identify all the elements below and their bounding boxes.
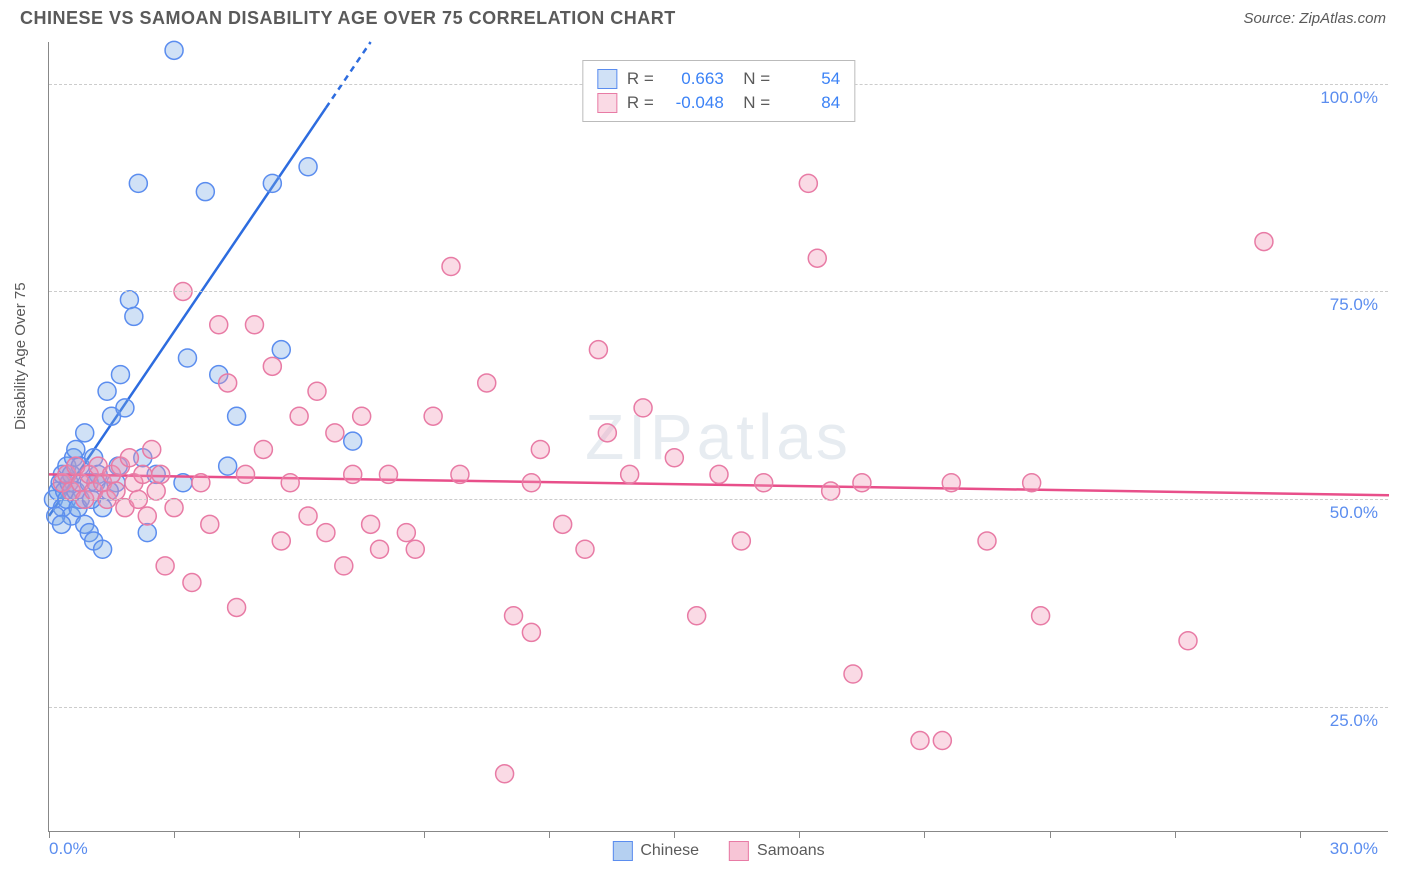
x-tick bbox=[924, 831, 925, 838]
legend-item-chinese: Chinese bbox=[612, 841, 699, 861]
y-tick-label: 25.0% bbox=[1330, 711, 1378, 731]
x-tick bbox=[299, 831, 300, 838]
legend-r-label: R = bbox=[627, 93, 654, 113]
legend-label-chinese: Chinese bbox=[640, 842, 699, 860]
chart-title: CHINESE VS SAMOAN DISABILITY AGE OVER 75… bbox=[20, 8, 676, 29]
chart-source: Source: ZipAtlas.com bbox=[1243, 10, 1386, 27]
y-tick-label: 100.0% bbox=[1320, 88, 1378, 108]
legend-label-samoans: Samoans bbox=[757, 842, 825, 860]
legend-n-label: N = bbox=[734, 93, 770, 113]
swatch-chinese bbox=[597, 69, 617, 89]
x-tick bbox=[674, 831, 675, 838]
gridline-h bbox=[49, 499, 1388, 500]
gridline-h bbox=[49, 291, 1388, 292]
legend-n-value-chinese: 54 bbox=[780, 69, 840, 89]
swatch-samoans-bottom bbox=[729, 841, 749, 861]
x-tick bbox=[549, 831, 550, 838]
legend-n-value-samoans: 84 bbox=[780, 93, 840, 113]
y-tick-label: 50.0% bbox=[1330, 503, 1378, 523]
y-tick-label: 75.0% bbox=[1330, 295, 1378, 315]
x-tick bbox=[1300, 831, 1301, 838]
chart-plot-area: ZIPatlas R = 0.663 N = 54 R = -0.048 N =… bbox=[48, 42, 1388, 832]
correlation-legend: R = 0.663 N = 54 R = -0.048 N = 84 bbox=[582, 60, 855, 122]
x-tick bbox=[424, 831, 425, 838]
legend-n-label: N = bbox=[734, 69, 770, 89]
x-tick bbox=[1175, 831, 1176, 838]
legend-row-samoans: R = -0.048 N = 84 bbox=[597, 91, 840, 115]
series-legend: Chinese Samoans bbox=[612, 841, 824, 861]
x-axis-max-label: 30.0% bbox=[1330, 839, 1378, 859]
legend-r-value-chinese: 0.663 bbox=[664, 69, 724, 89]
x-tick bbox=[1050, 831, 1051, 838]
legend-r-label: R = bbox=[627, 69, 654, 89]
x-tick bbox=[49, 831, 50, 838]
legend-item-samoans: Samoans bbox=[729, 841, 825, 861]
legend-row-chinese: R = 0.663 N = 54 bbox=[597, 67, 840, 91]
swatch-samoans bbox=[597, 93, 617, 113]
x-axis-min-label: 0.0% bbox=[49, 839, 88, 859]
swatch-chinese-bottom bbox=[612, 841, 632, 861]
scatter-svg bbox=[49, 42, 1388, 831]
x-tick bbox=[799, 831, 800, 838]
legend-r-value-samoans: -0.048 bbox=[664, 93, 724, 113]
gridline-h bbox=[49, 707, 1388, 708]
y-axis-label: Disability Age Over 75 bbox=[12, 282, 29, 430]
x-tick bbox=[174, 831, 175, 838]
